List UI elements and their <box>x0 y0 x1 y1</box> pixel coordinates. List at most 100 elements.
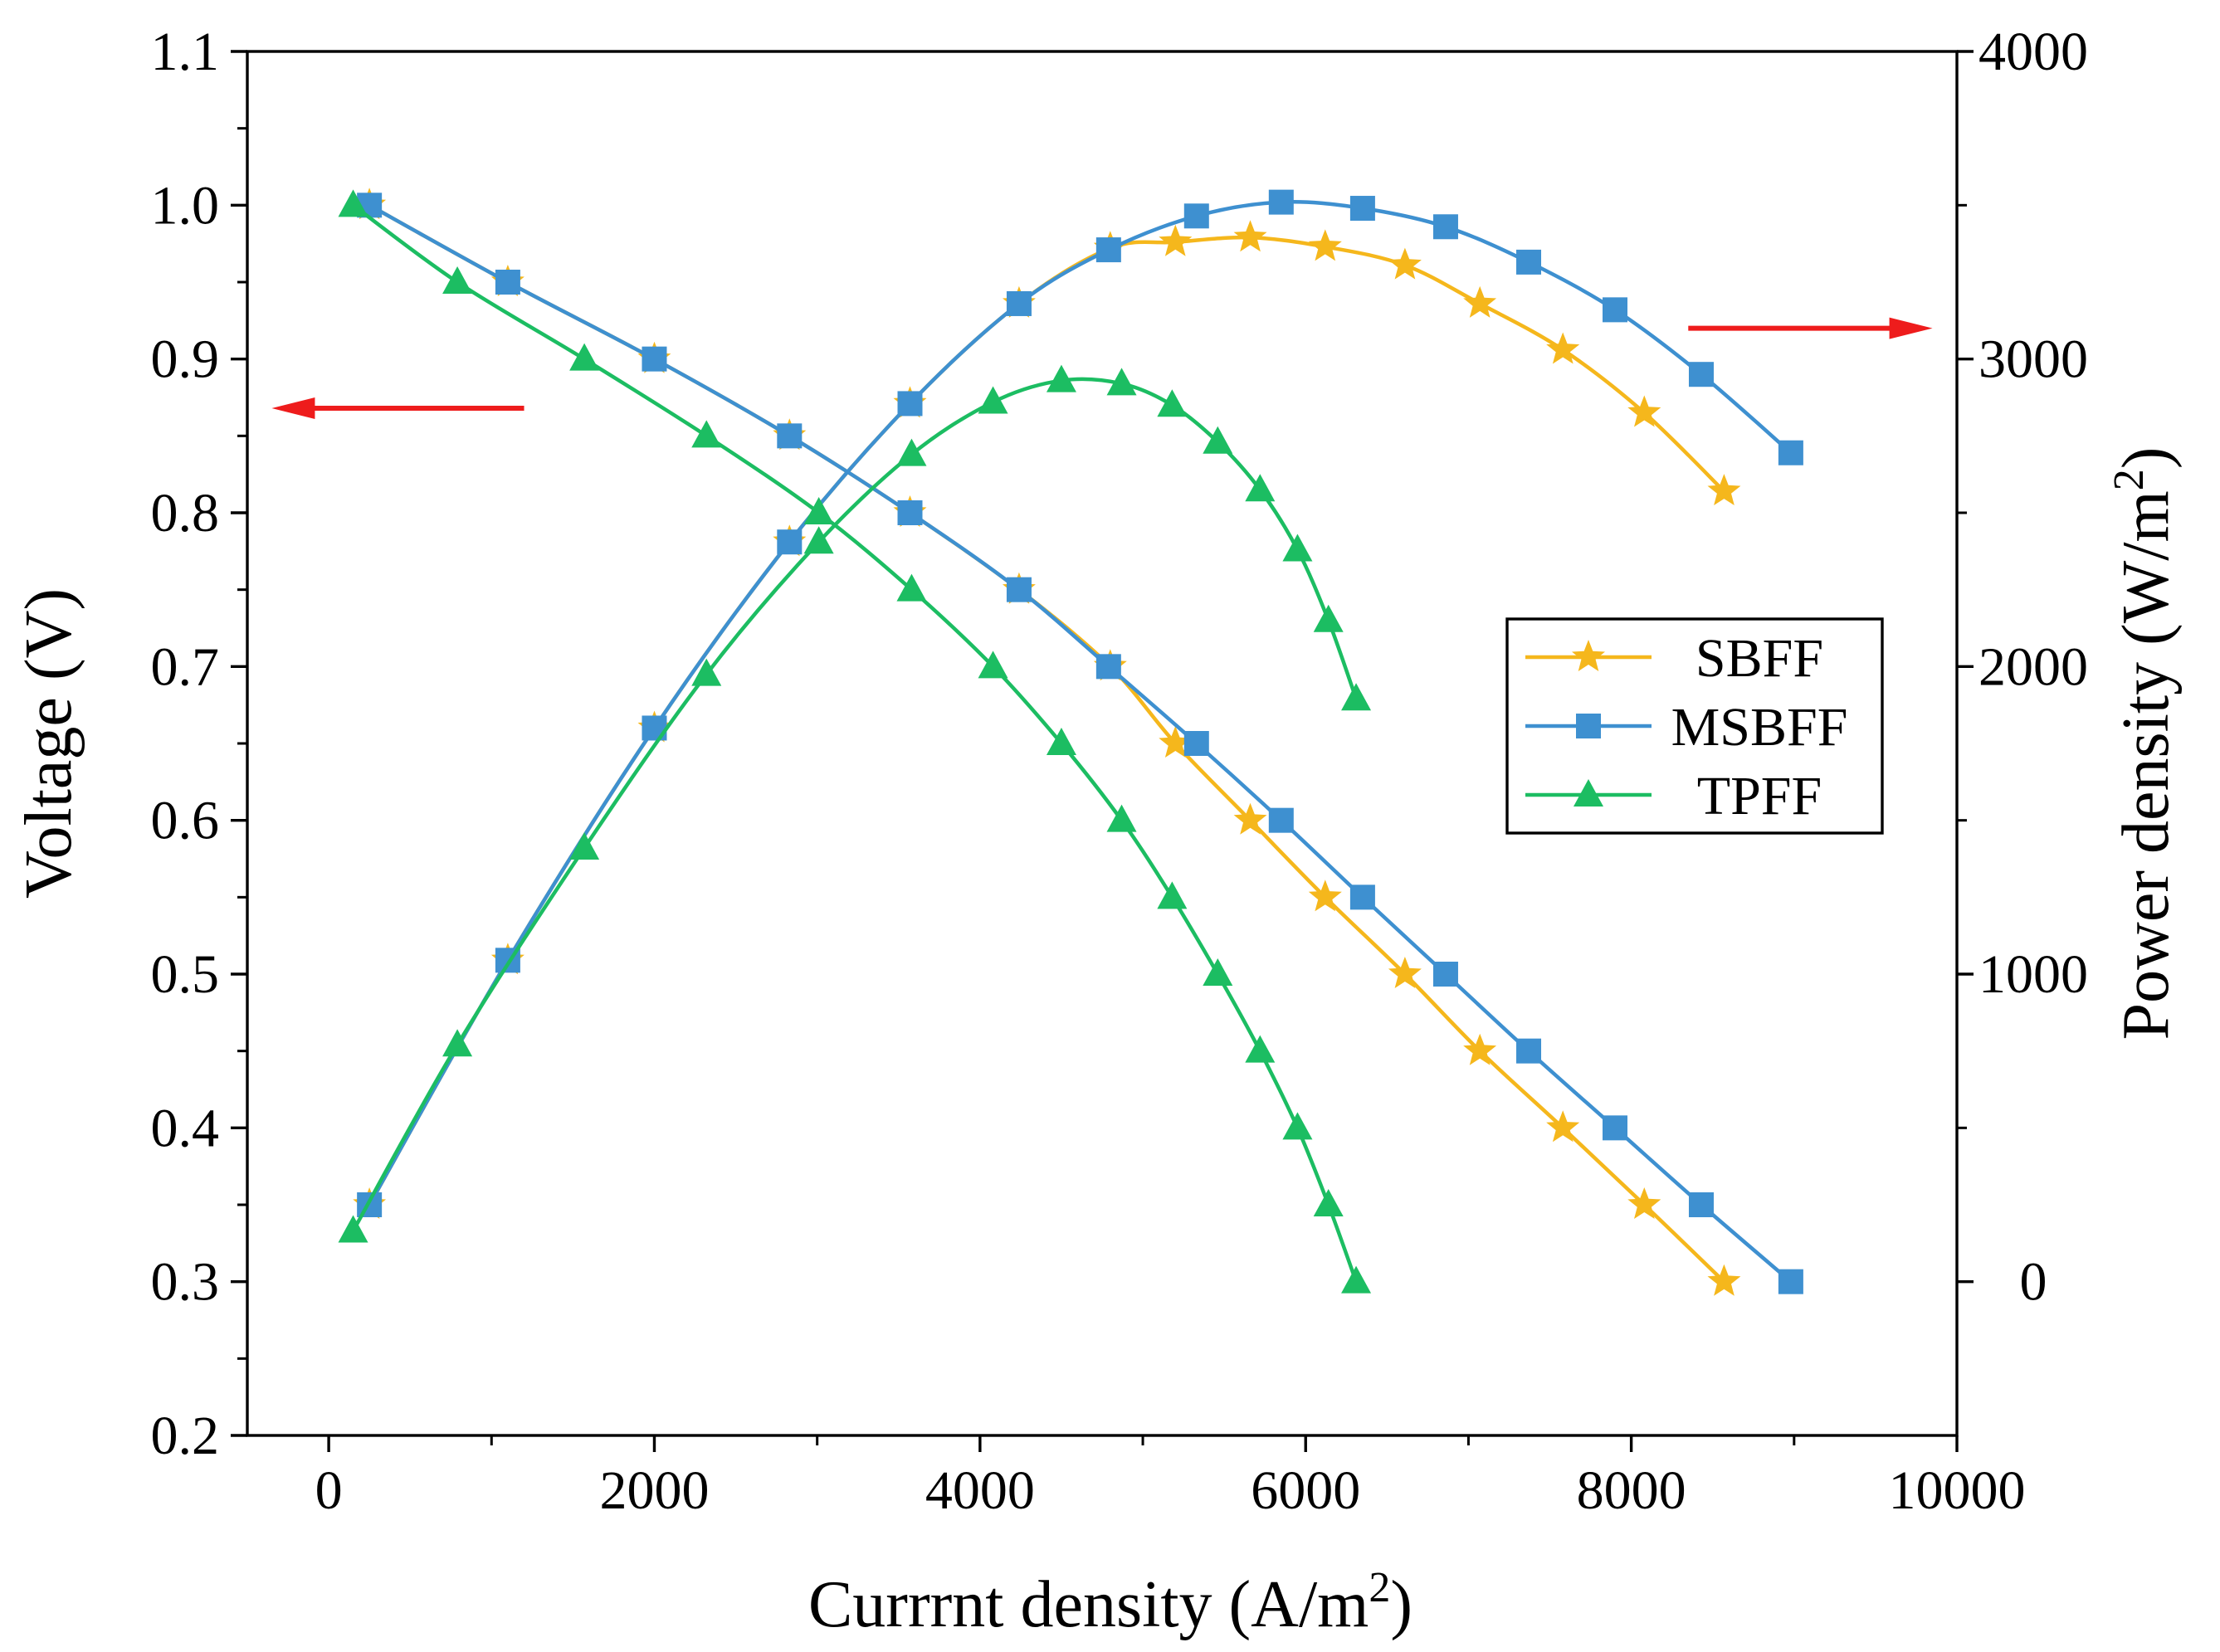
sbff-power-point <box>1627 395 1661 427</box>
legend-label: TPFF <box>1697 766 1822 826</box>
msbff-voltage-point <box>495 270 520 295</box>
series-tpff <box>338 189 1372 1294</box>
tpff-voltage-point <box>1046 728 1076 755</box>
sbff-voltage-point <box>1388 957 1422 988</box>
y-left-tick-label: 0.8 <box>151 483 220 543</box>
legend: SBFF MSBFF TPFF <box>1505 617 1884 835</box>
sbff-power-point <box>1308 229 1342 261</box>
y-left-axis-title: Voltage (V) <box>12 588 85 899</box>
msbff-voltage-point <box>1095 654 1121 680</box>
arrow-head <box>271 397 315 419</box>
msbff-power-point <box>642 715 667 741</box>
msbff-power-point <box>1603 297 1627 323</box>
legend-item-tpff: TPFF <box>1525 766 1822 826</box>
y-left-tick-label: 1.1 <box>151 22 220 82</box>
msbff-power-point <box>1432 214 1458 240</box>
msbff-power-point <box>1006 290 1032 316</box>
msbff-voltage-point <box>1183 731 1209 756</box>
sbff-voltage-point <box>1707 1264 1741 1296</box>
y-left-tick-label: 0.6 <box>151 791 220 851</box>
legend-label: MSBFF <box>1671 697 1848 758</box>
legend-item-sbff: SBFF <box>1525 628 1823 689</box>
msbff-voltage-point <box>1688 1192 1714 1217</box>
tpff-voltage-point <box>1282 1112 1313 1140</box>
tpff-voltage-point <box>1341 1265 1372 1294</box>
sbff-voltage-point <box>1308 880 1342 912</box>
msbff-power-point <box>1688 362 1714 387</box>
sbff-voltage-point <box>1463 1033 1497 1065</box>
x-tick-label: 8000 <box>1577 1460 1686 1521</box>
arrow-head <box>1889 317 1933 339</box>
legend-marker <box>1576 714 1601 738</box>
msbff-power-point <box>1268 189 1294 215</box>
legend-marker <box>1574 779 1603 807</box>
series-layer <box>338 188 1803 1296</box>
tpff-voltage-point <box>1203 958 1233 986</box>
msbff-voltage-point <box>1268 807 1294 833</box>
sbff-power-point <box>1707 474 1741 505</box>
tpff-voltage-point <box>978 651 1008 679</box>
left-axis-arrow <box>271 397 525 419</box>
y-right-tick-label: 4000 <box>1978 22 2088 82</box>
sbff-power-point <box>1159 224 1193 256</box>
tpff-power-point <box>1203 426 1233 454</box>
x-axis-title-superscript: 2 <box>1369 1564 1390 1611</box>
y-right-axis-title-main: Power density (W/m <box>2110 490 2183 1040</box>
tpff-power-point <box>896 438 927 466</box>
y-right-axis-title-end: ) <box>2110 447 2183 470</box>
msbff-voltage-point <box>1778 1269 1803 1294</box>
y-right-tick-label: 3000 <box>1978 329 2088 390</box>
tpff-power-point <box>1046 364 1076 392</box>
tpff-power-point <box>569 832 600 860</box>
y-left-tick-label: 0.5 <box>151 944 220 1005</box>
msbff-power-point <box>777 529 803 555</box>
msbff-voltage-point <box>1603 1115 1627 1141</box>
tpff-voltage-point <box>1245 1035 1276 1063</box>
msbff-voltage-point <box>1349 884 1375 910</box>
msbff-voltage-point <box>642 346 667 372</box>
annotations <box>271 317 1933 419</box>
x-axis-title-end: ) <box>1390 1568 1413 1641</box>
msbff-voltage-point <box>1432 962 1458 987</box>
y-left-tick-label: 0.7 <box>151 636 220 697</box>
sbff-voltage-point <box>1233 802 1267 835</box>
series-msbff <box>357 189 1803 1294</box>
tpff-power-point <box>691 658 722 686</box>
tpff-voltage-point <box>1157 881 1188 909</box>
y-left-tick-label: 1.0 <box>151 175 220 236</box>
sbff-voltage-point <box>1546 1110 1580 1143</box>
axes: 0 2000 4000 6000 8000 100000.20.30.40.50.60.7… <box>151 22 2089 1521</box>
sbff-power-point <box>1388 247 1422 280</box>
tpff-power-point <box>1282 534 1313 562</box>
tpff-power-point <box>338 1215 368 1243</box>
legend-marker <box>1572 640 1605 671</box>
sbff-power-point <box>1546 332 1580 364</box>
sbff-voltage-point <box>1627 1187 1661 1219</box>
y-right-axis-title-superscript: 2 <box>2105 469 2153 490</box>
msbff-power-point <box>1516 249 1542 275</box>
tpff-power-line <box>351 377 1359 1232</box>
msbff-voltage-point <box>1006 577 1032 602</box>
tpff-voltage-point <box>338 189 368 217</box>
tpff-voltage-point <box>569 343 600 371</box>
msbff-voltage-point <box>897 500 923 525</box>
tpff-voltage-point <box>1313 1189 1344 1216</box>
x-tick-label: 4000 <box>925 1460 1035 1521</box>
msbff-voltage-point <box>777 423 803 449</box>
y-left-tick-label: 0.3 <box>151 1252 220 1313</box>
tpff-power-point <box>803 526 834 554</box>
y-right-tick-label: 0 <box>2020 1252 2047 1313</box>
msbff-power-point <box>1778 440 1803 465</box>
tpff-power-point <box>978 386 1008 414</box>
x-tick-label: 2000 <box>599 1460 709 1521</box>
msbff-power-point <box>897 391 923 417</box>
y-right-axis-title: Power density (W/m2) <box>2105 447 2183 1040</box>
tpff-power-point <box>1157 389 1188 417</box>
x-tick-label: 6000 <box>1251 1460 1360 1521</box>
tpff-voltage-point <box>691 420 722 448</box>
sbff-power-point <box>1233 220 1267 252</box>
tpff-voltage-point <box>803 497 834 524</box>
msbff-power-point <box>1349 196 1375 222</box>
y-left-tick-label: 0.4 <box>151 1098 220 1158</box>
